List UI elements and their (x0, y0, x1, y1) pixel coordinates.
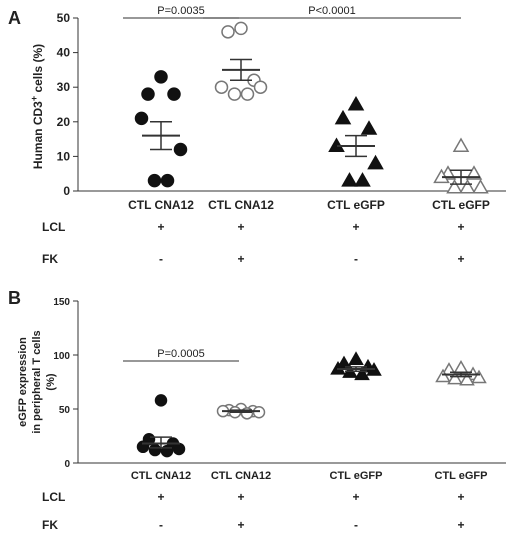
data-point (253, 80, 268, 94)
data-point (453, 359, 469, 374)
data-point (240, 87, 255, 101)
data-point (134, 111, 149, 126)
p-value-label: P=0.0035 (157, 5, 204, 17)
condition-value: - (354, 518, 358, 532)
condition-value: + (237, 220, 244, 234)
condition-value: + (352, 490, 359, 504)
data-point (465, 165, 483, 180)
category-label: CTL CNA12 (131, 470, 191, 482)
y-tick-label: 0 (63, 184, 70, 198)
category-label: CTL eGFP (327, 198, 385, 212)
y-axis-label: eGFP expression (17, 337, 29, 427)
y-axis-label-tail: cells (%) (31, 44, 45, 96)
y-axis-label-main: Human CD3 (31, 101, 45, 169)
data-point (472, 179, 489, 194)
condition-value: + (457, 518, 464, 532)
condition-value: + (457, 490, 464, 504)
y-axis-label-superscript: + (29, 96, 39, 101)
p-value-label: P=0.0005 (157, 348, 204, 360)
data-point (141, 87, 155, 101)
condition-value: + (352, 220, 359, 234)
condition-label: LCL (42, 220, 65, 234)
y-tick-label: 20 (57, 115, 71, 129)
condition-label: FK (42, 252, 58, 266)
data-point (154, 70, 168, 84)
data-point (214, 80, 229, 94)
data-point (348, 351, 364, 365)
condition-label: FK (42, 518, 58, 532)
data-point (341, 172, 358, 187)
condition-value: + (237, 490, 244, 504)
panel-b: B 0 50 100 150 eGFP expression in peripheral T… (8, 288, 506, 532)
category-label: CTL eGFP (330, 470, 383, 482)
data-point (227, 87, 242, 101)
data-point (459, 179, 476, 194)
data-point (147, 173, 162, 188)
y-tick-label: 0 (64, 459, 70, 470)
data-point (221, 25, 235, 39)
category-label: CTL CNA12 (208, 198, 274, 212)
condition-value: - (354, 252, 358, 266)
y-tick-label: 30 (57, 80, 71, 94)
category-label: CTL CNA12 (128, 198, 194, 212)
data-point (471, 369, 487, 384)
condition-label: LCL (42, 490, 65, 504)
y-tick-label: 50 (59, 405, 71, 416)
condition-value: + (237, 252, 244, 266)
data-point (459, 371, 475, 386)
y-axis-label: in peripheral T cells (31, 330, 43, 433)
data-point (167, 87, 181, 101)
data-point (360, 120, 378, 135)
y-axis-label: (%) (45, 373, 57, 390)
data-point (367, 154, 384, 170)
condition-value: + (157, 220, 164, 234)
condition-value: + (457, 220, 464, 234)
data-point (446, 179, 463, 194)
data-point (354, 172, 371, 187)
y-tick-label: 50 (57, 11, 71, 25)
data-point (234, 21, 248, 36)
data-point (148, 443, 162, 457)
data-point (154, 394, 168, 407)
condition-value: - (159, 518, 163, 532)
y-tick-label: 100 (53, 351, 70, 362)
y-tick-label: 150 (53, 297, 70, 308)
data-point (252, 405, 266, 419)
condition-value: - (159, 252, 163, 266)
condition-value: + (237, 518, 244, 532)
data-point (435, 368, 451, 383)
data-point (334, 109, 352, 125)
condition-value: + (457, 252, 464, 266)
category-label: CTL eGFP (432, 198, 490, 212)
y-axis-label: Human CD3+ cells (%) (29, 44, 45, 169)
y-tick-label: 40 (57, 46, 71, 60)
category-label: CTL CNA12 (211, 470, 271, 482)
data-point (160, 173, 175, 188)
p-value-label: P<0.0001 (308, 5, 355, 17)
category-label: CTL eGFP (435, 470, 488, 482)
data-point (173, 142, 188, 157)
data-point (172, 442, 186, 456)
panel-label: A (8, 8, 21, 28)
data-point (347, 95, 365, 111)
data-point (452, 137, 470, 153)
panel-label: B (8, 288, 21, 308)
y-tick-label: 10 (57, 149, 71, 163)
data-point (354, 366, 370, 381)
condition-value: + (157, 490, 164, 504)
data-point (447, 370, 463, 385)
